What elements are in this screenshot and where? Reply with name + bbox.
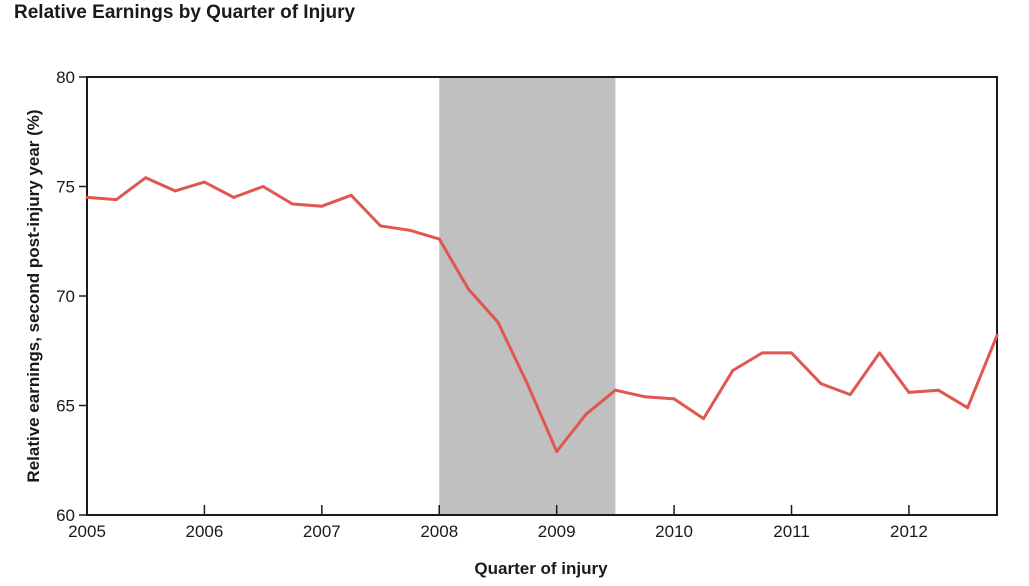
data-point bbox=[320, 204, 324, 208]
data-point bbox=[437, 237, 441, 241]
data-point bbox=[173, 189, 177, 193]
data-point bbox=[878, 351, 882, 355]
y-tick-label: 80 bbox=[56, 68, 75, 87]
data-point bbox=[496, 320, 500, 324]
x-tick-label: 2008 bbox=[420, 522, 458, 541]
data-point bbox=[85, 195, 89, 199]
data-point bbox=[848, 393, 852, 397]
data-point bbox=[701, 417, 705, 421]
x-tick-label: 2011 bbox=[773, 522, 810, 541]
x-tick-label: 2012 bbox=[890, 522, 928, 541]
data-point bbox=[261, 185, 265, 188]
data-point bbox=[349, 193, 353, 197]
data-point bbox=[584, 412, 588, 416]
data-point bbox=[379, 224, 383, 228]
x-tick-label: 2009 bbox=[538, 522, 576, 541]
data-point bbox=[290, 202, 294, 206]
data-point bbox=[936, 388, 940, 392]
x-tick-label: 2007 bbox=[303, 522, 341, 541]
data-point bbox=[408, 228, 412, 232]
data-point bbox=[525, 382, 529, 386]
y-tick-label: 70 bbox=[56, 287, 75, 306]
y-tick-label: 65 bbox=[56, 397, 75, 416]
chart-title: Relative Earnings by Quarter of Injury bbox=[14, 2, 356, 23]
data-point bbox=[760, 351, 764, 355]
data-point bbox=[995, 333, 999, 337]
data-point bbox=[731, 368, 735, 372]
x-tick-label: 2010 bbox=[655, 522, 693, 541]
data-point bbox=[232, 195, 236, 199]
data-point bbox=[672, 397, 676, 401]
data-point bbox=[966, 406, 970, 410]
data-point bbox=[613, 388, 617, 392]
y-tick-label: 60 bbox=[56, 506, 75, 525]
shaded-region bbox=[439, 77, 616, 515]
series-line bbox=[85, 176, 999, 453]
data-point bbox=[114, 198, 118, 202]
data-point bbox=[819, 382, 823, 386]
x-axis-label: Quarter of injury bbox=[474, 559, 608, 578]
x-tick-label: 2006 bbox=[186, 522, 224, 541]
data-point bbox=[790, 351, 794, 355]
data-point bbox=[144, 176, 148, 180]
data-point bbox=[555, 449, 559, 453]
data-point bbox=[907, 390, 911, 394]
data-point bbox=[202, 180, 206, 184]
y-tick-label: 75 bbox=[56, 178, 75, 197]
data-point bbox=[467, 287, 471, 291]
x-tick-label: 2005 bbox=[68, 522, 106, 541]
data-point bbox=[643, 395, 647, 399]
